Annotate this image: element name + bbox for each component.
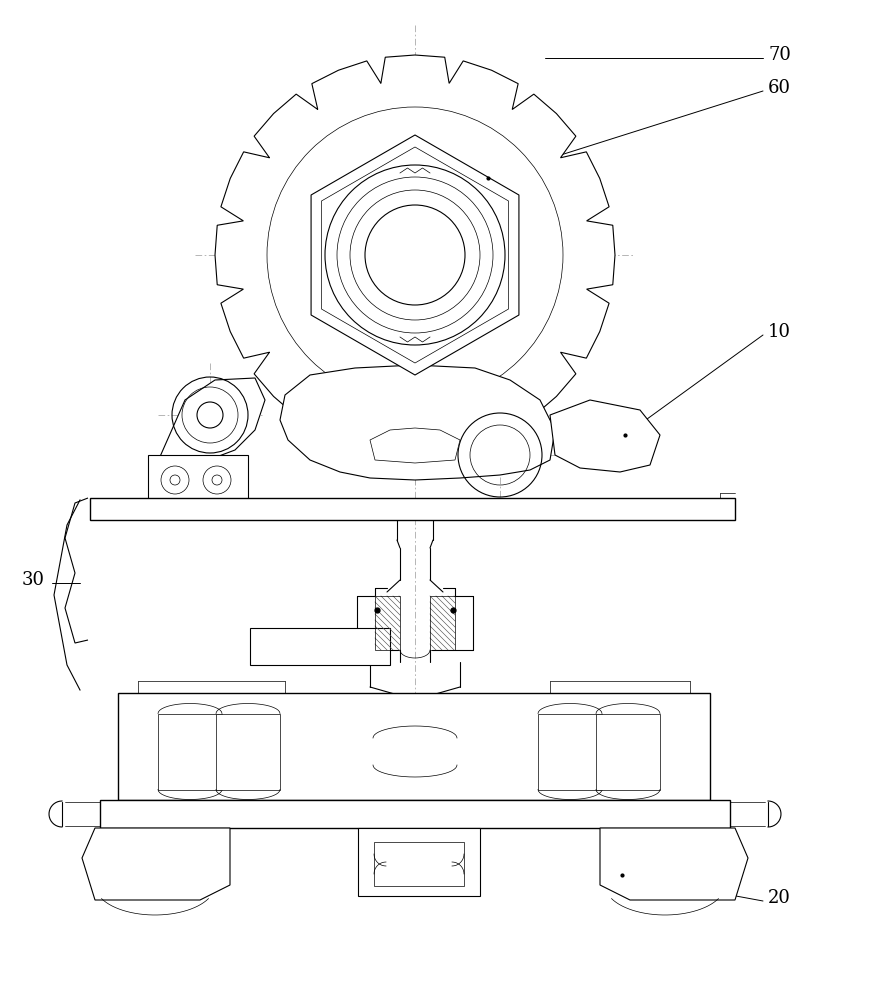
Polygon shape — [596, 714, 660, 790]
Text: 10: 10 — [768, 323, 791, 341]
Polygon shape — [370, 428, 460, 463]
Polygon shape — [358, 828, 480, 896]
Polygon shape — [311, 135, 519, 375]
Polygon shape — [280, 365, 555, 480]
Polygon shape — [250, 628, 390, 665]
Polygon shape — [100, 800, 730, 828]
Polygon shape — [322, 147, 509, 363]
Polygon shape — [550, 400, 660, 472]
Polygon shape — [90, 498, 735, 520]
Polygon shape — [148, 455, 248, 510]
Polygon shape — [216, 714, 280, 790]
Polygon shape — [215, 55, 615, 455]
Polygon shape — [158, 714, 222, 790]
Text: 70: 70 — [768, 46, 791, 64]
Text: 30: 30 — [22, 571, 45, 589]
Polygon shape — [374, 842, 464, 886]
Polygon shape — [155, 378, 265, 475]
Polygon shape — [538, 714, 602, 790]
Text: 60: 60 — [768, 79, 791, 97]
Polygon shape — [118, 693, 710, 800]
Text: 20: 20 — [768, 889, 791, 907]
Polygon shape — [82, 828, 230, 900]
Polygon shape — [600, 828, 748, 900]
